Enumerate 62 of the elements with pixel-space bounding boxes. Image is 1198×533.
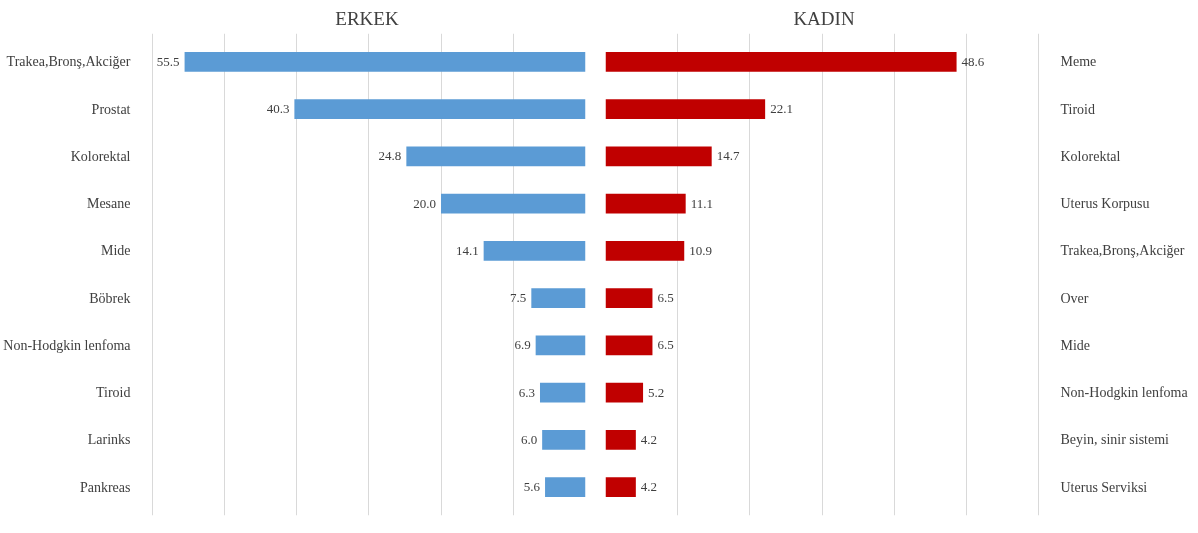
y-tick-label: Mide (100, 243, 131, 259)
data-label: 14.1 (455, 242, 479, 258)
bar (545, 477, 586, 498)
bar (605, 335, 653, 356)
data-label: 48.6 (961, 53, 985, 69)
data-label: 7.5 (510, 290, 527, 306)
chart-title: ERKEK (335, 7, 399, 29)
y-tick-label: Over (1060, 290, 1089, 306)
bar (184, 51, 586, 72)
bar (605, 193, 686, 214)
y-tick-label: Böbrek (89, 290, 131, 306)
bar (605, 477, 636, 498)
bar (483, 240, 586, 261)
data-label: 10.9 (689, 242, 712, 258)
bar (605, 288, 653, 309)
data-label: 14.7 (716, 148, 740, 164)
data-label: 55.5 (156, 53, 180, 69)
data-label: 22.1 (770, 101, 793, 117)
bar (605, 429, 636, 450)
y-tick-label: Pankreas (79, 479, 131, 495)
y-tick-label: Tiroid (1060, 101, 1096, 117)
data-label: 6.0 (520, 431, 538, 447)
bar (605, 240, 685, 261)
data-label: 11.1 (690, 195, 713, 211)
bar (441, 193, 586, 214)
y-tick-label: Beyin, sinir sistemi (1060, 432, 1170, 448)
y-tick-label: Kolorektal (1060, 148, 1121, 164)
bar (539, 382, 586, 403)
bar (605, 382, 644, 403)
bar (605, 51, 957, 72)
bar (535, 335, 586, 356)
y-tick-label: Larinks (87, 432, 131, 448)
data-label: 6.5 (657, 290, 674, 306)
y-tick-label: Uterus Serviksi (1060, 479, 1148, 495)
y-tick-label: Uterus Korpusu (1060, 196, 1150, 212)
data-label: 6.9 (514, 337, 531, 353)
data-label: 24.8 (378, 148, 402, 164)
bar (531, 288, 586, 309)
y-tick-label: Non-Hodgkin lenfoma (3, 337, 132, 353)
data-label: 6.5 (657, 337, 674, 353)
data-label: 5.2 (648, 384, 665, 400)
data-label: 20.0 (413, 195, 437, 211)
y-tick-label: Non-Hodgkin lenfoma (1060, 385, 1189, 401)
bar (294, 99, 586, 120)
bar (406, 146, 586, 167)
y-tick-label: Prostat (91, 101, 131, 117)
data-label: 4.2 (640, 431, 658, 447)
data-label: 5.6 (523, 479, 541, 495)
bar (542, 429, 586, 450)
y-tick-label: Mide (1060, 337, 1091, 353)
y-tick-label: Kolorektal (70, 148, 131, 164)
bar (605, 146, 712, 167)
y-tick-label: Mesane (86, 196, 131, 212)
y-tick-label: Trakea,Bronş,Akciğer (1060, 243, 1185, 259)
y-tick-label: Trakea,Bronş,Akciğer (6, 54, 131, 70)
y-tick-label: Meme (1060, 54, 1097, 70)
bar (605, 99, 766, 120)
data-label: 40.3 (266, 101, 290, 117)
chart-title: KADIN (793, 7, 855, 29)
data-label: 6.3 (518, 384, 535, 400)
y-tick-label: Tiroid (96, 385, 131, 401)
data-label: 4.2 (640, 479, 658, 495)
